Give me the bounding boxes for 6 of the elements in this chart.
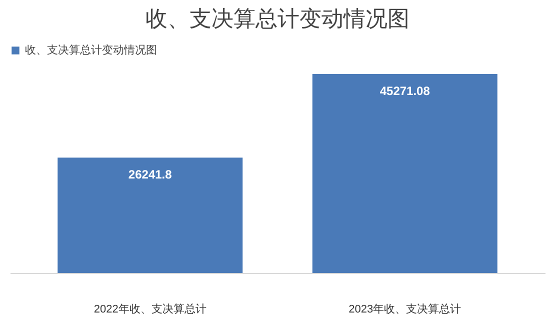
legend-label: 收、支决算总计变动情况图 [25, 44, 157, 56]
x-tick-label: 2022年收、支决算总计 [94, 302, 206, 316]
x-tick-label: 2023年收、支决算总计 [348, 302, 462, 316]
data-label: 26241.8 [128, 168, 172, 182]
chart-title: 收、支决算总计变动情况图 [146, 6, 410, 31]
data-label: 45271.08 [380, 84, 430, 98]
